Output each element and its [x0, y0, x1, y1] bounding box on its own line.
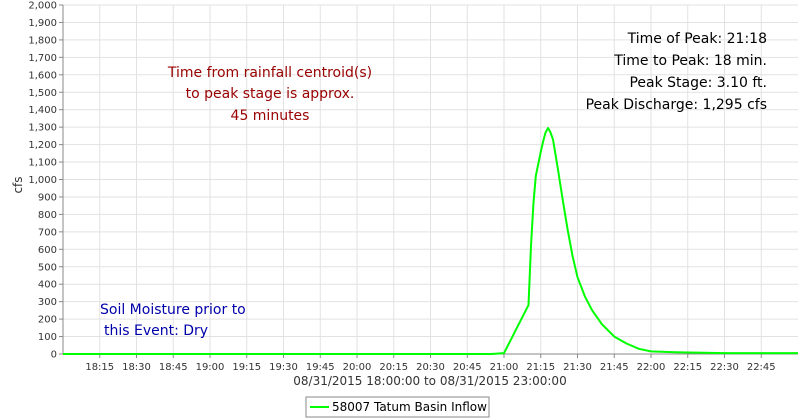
x-tick-label: 20:30: [416, 362, 445, 373]
y-tick-label: 200: [38, 315, 57, 326]
y-tick-label: 900: [38, 192, 57, 203]
x-tick-label: 21:45: [600, 362, 629, 373]
soil-note-line-2: this Event: Dry: [104, 323, 208, 339]
x-tick-label: 22:45: [747, 362, 776, 373]
y-tick-label: 500: [38, 262, 57, 273]
y-tick-label: 700: [38, 227, 57, 238]
y-tick-label: 600: [38, 245, 57, 256]
legend-label: 58007 Tatum Basin Inflow: [332, 400, 487, 414]
y-tick-label: 1,800: [28, 35, 57, 46]
x-tick-label: 22:30: [710, 362, 739, 373]
y-tick-label: 100: [38, 332, 57, 343]
x-tick-label: 19:15: [232, 362, 261, 373]
x-tick-label: 19:00: [196, 362, 225, 373]
legend-box: [305, 396, 490, 418]
x-tick-label: 20:15: [379, 362, 408, 373]
y-tick-label: 1,400: [28, 105, 57, 116]
y-tick-label: 400: [38, 280, 57, 291]
y-tick-label: 1,300: [28, 123, 57, 134]
x-tick-label: 21:00: [490, 362, 519, 373]
peak-stats: Time of Peak: 21:18 Time to Peak: 18 min…: [586, 31, 767, 113]
rainfall-note-line-1: Time from rainfall centroid(s): [167, 65, 372, 81]
x-tick-label: 22:00: [637, 362, 666, 373]
y-tick-label: 800: [38, 210, 57, 221]
x-tick-label: 19:45: [306, 362, 335, 373]
x-tick-label: 20:00: [343, 362, 372, 373]
y-tick-label: 1,500: [28, 88, 57, 99]
x-tick-label: 18:45: [159, 362, 188, 373]
x-tick-labels: 18:15 18:30 18:45 19:00 19:15 19:30 19:45 20:00…: [85, 362, 775, 373]
y-tick-label: 300: [38, 297, 57, 308]
legend: 58007 Tatum Basin Inflow: [305, 396, 490, 418]
y-axis-label: cfs: [11, 176, 25, 193]
y-tick-label: 1,600: [28, 70, 57, 81]
time-of-peak: Time of Peak: 21:18: [627, 31, 767, 47]
x-axis-label: 08/31/2015 18:00:00 to 08/31/2015 23:00:…: [293, 374, 566, 388]
time-to-peak: Time to Peak: 18 min.: [613, 53, 767, 69]
peak-discharge: Peak Discharge: 1,295 cfs: [586, 97, 767, 113]
x-tick-label: 19:30: [269, 362, 298, 373]
y-tick-label: 1,900: [28, 18, 57, 29]
x-tick-label: 18:15: [85, 362, 114, 373]
x-tick-label: 18:30: [122, 362, 151, 373]
rainfall-note-line-3: 45 minutes: [231, 108, 310, 124]
y-tick-label: 1,100: [28, 158, 57, 169]
soil-note-line-1: Soil Moisture prior to: [100, 302, 246, 318]
soil-moisture-note: Soil Moisture prior to this Event: Dry: [100, 302, 246, 339]
y-tick-label: 2,000: [28, 1, 57, 12]
series-line-tatum-basin-inflow: [63, 127, 798, 355]
x-tick-label: 21:15: [526, 362, 555, 373]
grid-lines: [63, 4, 798, 354]
y-tick-label: 1,000: [28, 175, 57, 186]
rainfall-note-line-2: to peak stage is approx.: [186, 86, 355, 102]
series-lines: [63, 127, 798, 355]
x-tick-label: 21:30: [563, 362, 592, 373]
y-tick-label: 1,700: [28, 53, 57, 64]
y-tick-label: 1,200: [28, 140, 57, 151]
y-tick-label: 0: [51, 350, 57, 361]
y-tick-labels: 0 100 200 300 400 500 600 700 800 900 1,000 1,100 1,…: [28, 1, 57, 361]
rainfall-note: Time from rainfall centroid(s) to peak s…: [167, 65, 372, 124]
peak-stage: Peak Stage: 3.10 ft.: [629, 75, 767, 91]
x-tick-label: 22:15: [673, 362, 702, 373]
x-tick-label: 20:45: [453, 362, 482, 373]
